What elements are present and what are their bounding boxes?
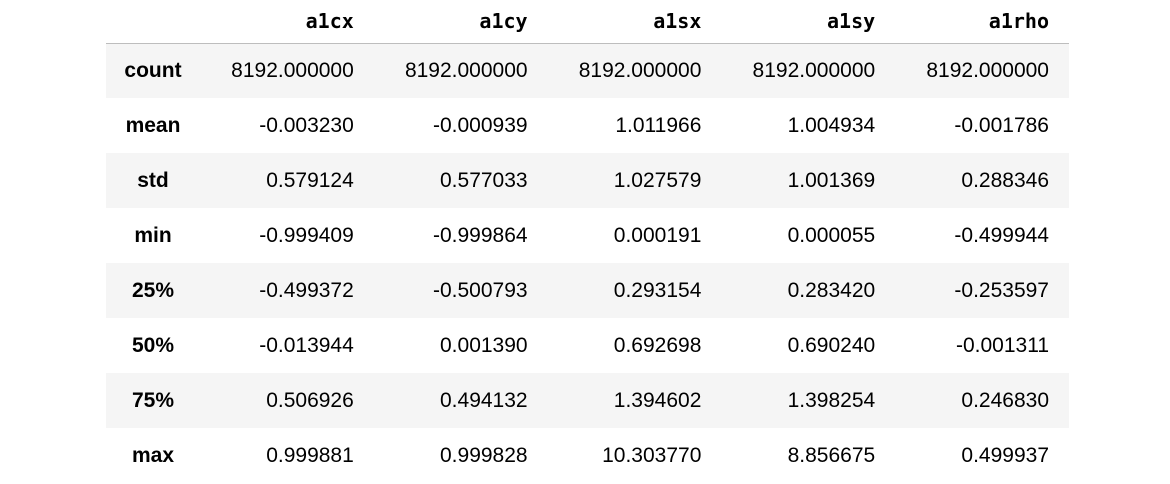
table-cell: 0.246830 xyxy=(961,388,1049,412)
table-cell: 8192.000000 xyxy=(752,58,876,82)
table-row-max: max 0.999881 0.999828 10.303770 8.856675… xyxy=(106,428,1069,483)
table-cell: 0.692698 xyxy=(613,333,702,357)
row-label: std xyxy=(137,168,169,192)
row-label: mean xyxy=(125,113,181,137)
table-cell: 0.288346 xyxy=(961,168,1049,192)
describe-table: a1cx a1cy a1sx a1sy a1rho count 8192.000… xyxy=(106,0,1069,483)
table-cell: 8.856675 xyxy=(787,443,876,467)
table-cell: 1.011966 xyxy=(615,113,702,137)
table-cell: 0.579124 xyxy=(266,168,354,192)
table-cell: 0.999881 xyxy=(266,443,354,467)
table-cell: 0.001390 xyxy=(440,333,528,357)
table-cell: -0.000939 xyxy=(433,113,528,137)
table-row-50pct: 50% -0.013944 0.001390 0.692698 0.690240… xyxy=(106,318,1069,373)
table-cell: 10.303770 xyxy=(602,443,702,467)
table-row-min: min -0.999409 -0.999864 0.000191 0.00005… xyxy=(106,208,1069,263)
table-cell: -0.001311 xyxy=(955,333,1049,357)
table-cell: 8192.000000 xyxy=(404,58,528,82)
table-cell: 8192.000000 xyxy=(578,58,702,82)
row-label: 50% xyxy=(131,333,175,357)
table-cell: 0.690240 xyxy=(787,333,876,357)
table-cell: 0.999828 xyxy=(440,443,528,467)
table-cell: -0.499944 xyxy=(954,223,1049,247)
table-cell: -0.013944 xyxy=(259,333,354,357)
table-cell: 0.494132 xyxy=(440,388,528,412)
table-cell: 8192.000000 xyxy=(926,58,1049,82)
table-row-75pct: 75% 0.506926 0.494132 1.394602 1.398254 … xyxy=(106,373,1069,428)
row-label: 75% xyxy=(131,388,175,412)
row-label: 25% xyxy=(131,278,175,302)
table-row-mean: mean -0.003230 -0.000939 1.011966 1.0049… xyxy=(106,98,1069,153)
table-cell: 1.394602 xyxy=(613,388,702,412)
table-cell: -0.001786 xyxy=(954,113,1049,137)
table-cell: 0.283420 xyxy=(787,278,876,302)
table-cell: 0.499937 xyxy=(961,443,1049,467)
table-cell: -0.253597 xyxy=(954,278,1049,302)
table-row-25pct: 25% -0.499372 -0.500793 0.293154 0.28342… xyxy=(106,263,1069,318)
table-cell: -0.499372 xyxy=(259,278,354,302)
column-header-a1cy: a1cy xyxy=(479,9,528,34)
table-cell: -0.999864 xyxy=(433,223,528,247)
column-header-a1rho: a1rho xyxy=(988,9,1049,34)
table-cell: 0.577033 xyxy=(440,168,528,192)
table-header: a1cx a1cy a1sx a1sy a1rho xyxy=(106,0,1069,43)
table-cell: 1.004934 xyxy=(787,113,876,137)
table-cell: 8192.000000 xyxy=(231,58,354,82)
table-cell: 1.001369 xyxy=(787,168,876,192)
table-row-count: count 8192.000000 8192.000000 8192.00000… xyxy=(106,43,1069,98)
column-header-a1sy: a1sy xyxy=(827,9,876,34)
table-cell: 0.000191 xyxy=(613,223,702,247)
column-header-a1sx: a1sx xyxy=(653,9,702,34)
table-cell: -0.500793 xyxy=(433,278,528,302)
row-label: count xyxy=(124,58,182,82)
table-row-std: std 0.579124 0.577033 1.027579 1.001369 … xyxy=(106,153,1069,208)
table-cell: 0.506926 xyxy=(266,388,354,412)
header-row: a1cx a1cy a1sx a1sy a1rho xyxy=(106,0,1069,43)
table-cell: -0.003230 xyxy=(259,113,354,137)
column-header-a1cx: a1cx xyxy=(305,9,354,34)
row-label: min xyxy=(134,223,172,247)
table-cell: 0.293154 xyxy=(613,278,702,302)
row-label: max xyxy=(131,443,175,467)
table-cell: 0.000055 xyxy=(787,223,876,247)
table-cell: 1.398254 xyxy=(787,388,876,412)
index-header xyxy=(106,0,200,43)
table-body: count 8192.000000 8192.000000 8192.00000… xyxy=(106,43,1069,483)
table-cell: -0.999409 xyxy=(259,223,354,247)
table-cell: 1.027579 xyxy=(613,168,702,192)
